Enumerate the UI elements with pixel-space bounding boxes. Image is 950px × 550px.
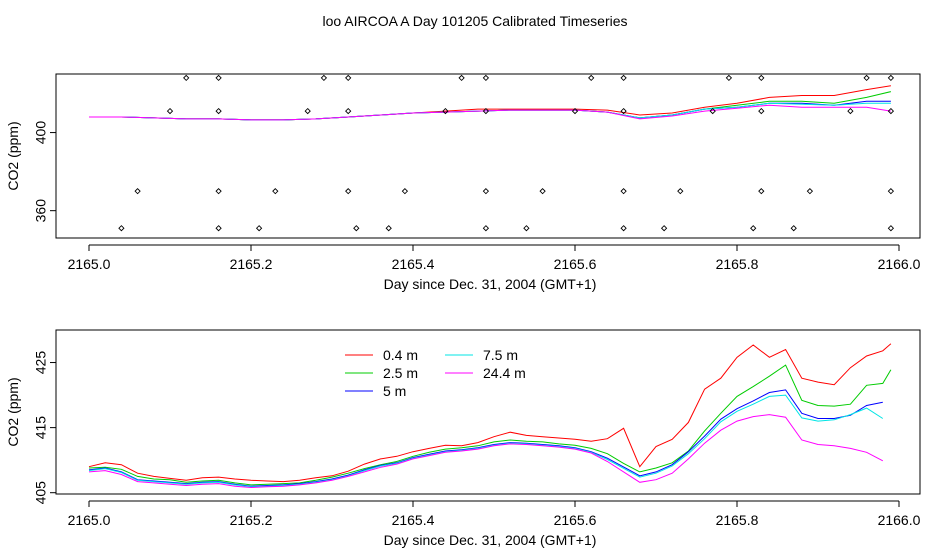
x-tick-label: 2165.6 [554,256,597,272]
data-point [215,74,222,82]
x-tick-label: 2165.0 [68,512,111,528]
x-tick-label: 2165.0 [68,256,111,272]
plot-frame [55,73,921,239]
y-tick-label: 415 [33,416,49,440]
chart-title: loo AIRCOA A Day 101205 Calibrated Times… [322,13,627,29]
data-point [887,225,895,232]
data-point [215,225,222,232]
data-point [458,74,465,82]
x-tick-label: 2166.0 [878,512,921,528]
x-axis-label: Day since Dec. 31, 2004 (GMT+1) [384,532,597,548]
series-line [88,364,892,486]
data-point [183,74,190,82]
data-point [758,107,765,115]
y-tick-label: 425 [33,351,49,375]
y-axis-label: CO2 (ppm) [5,377,21,446]
data-point [482,74,490,82]
series-line [89,104,891,121]
data-point [790,225,797,232]
y-axis: 405 415 425 [33,351,56,505]
legend-label: 7.5 m [483,347,518,363]
data-point [353,225,360,232]
x-tick-label: 2165.4 [392,256,435,272]
data-point [620,188,627,195]
data-point [620,74,627,82]
data-point [887,107,895,115]
x-axis: 2165.0 2165.2 2165.4 2165.6 2165.8 2166.0 [68,500,921,528]
data-point [571,107,579,115]
legend-label: 5 m [383,383,406,399]
y-tick-label: 405 [33,481,49,505]
data-point [166,107,174,115]
legend-label: 0.4 m [383,347,418,363]
data-point [482,107,490,115]
y-axis: 360 400 [33,121,56,223]
data-point [523,225,530,232]
data-point [215,188,222,195]
data-point [863,74,870,82]
x-axis-label: Day since Dec. 31, 2004 (GMT+1) [384,276,597,292]
data-point [345,74,352,82]
data-point [345,188,352,195]
legend-label: 2.5 m [383,365,418,381]
data-point [620,225,627,232]
data-point [725,74,733,82]
series-line [89,102,891,121]
data-point [539,188,546,195]
data-point [255,225,263,232]
series-line [88,389,883,487]
data-point [118,225,125,232]
data-point [709,107,716,115]
data-point [385,225,392,232]
x-tick-label: 2165.8 [716,256,759,272]
plot-marks [89,74,895,232]
y-axis-label: CO2 (ppm) [5,121,21,190]
data-point [304,107,311,115]
data-point [345,107,352,115]
data-point [482,225,490,232]
data-point [272,188,279,195]
data-point [134,188,141,195]
series-line [88,414,884,489]
data-point [588,74,595,82]
x-tick-label: 2165.2 [230,256,273,272]
legend-label: 24.4 m [483,365,526,381]
data-point [806,188,814,195]
y-tick-label: 400 [33,121,49,145]
x-axis: 2165.0 2165.2 2165.4 2165.6 2165.8 2166.0 [68,244,921,272]
y-tick-label: 360 [33,199,49,223]
data-point [620,107,627,115]
data-point [442,107,449,115]
x-tick-label: 2165.4 [392,512,435,528]
plot-marks [88,343,892,489]
data-point [887,188,895,195]
bottom-panel: 2165.0 2165.2 2165.4 2165.6 2165.8 2166.0 405… [5,329,921,548]
legend: 0.4 m 2.5 m 5 m 7.5 m 24.4 m [345,347,526,399]
data-point [320,74,328,82]
data-point [660,225,668,232]
plot-frame [55,329,921,495]
series-line [88,394,884,488]
data-point [887,74,895,82]
series-line [88,343,892,483]
x-tick-label: 2165.6 [554,512,597,528]
data-point [677,188,684,195]
x-tick-label: 2165.2 [230,512,273,528]
data-point [401,188,409,195]
data-point [482,188,490,195]
data-point [758,74,765,82]
x-tick-label: 2166.0 [878,256,921,272]
data-point [750,225,757,232]
data-point [758,188,765,195]
x-tick-label: 2165.8 [716,512,759,528]
data-point [847,107,854,115]
top-panel: 2165.0 2165.2 2165.4 2165.6 2165.8 2166.0 360… [5,73,921,292]
data-point [215,107,222,115]
